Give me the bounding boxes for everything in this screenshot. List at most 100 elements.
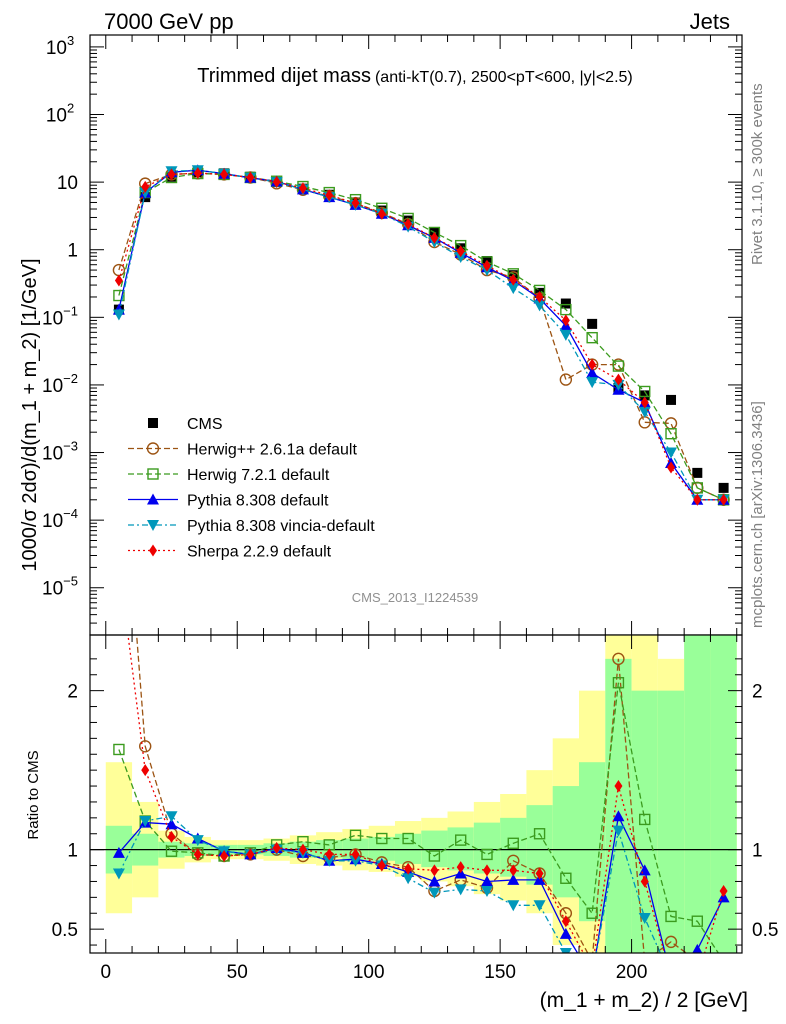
ratio-point xyxy=(349,855,362,867)
data-point xyxy=(456,245,465,258)
data-point xyxy=(114,274,123,287)
data-point xyxy=(639,390,650,401)
ratio-point xyxy=(402,832,414,845)
ratio-point xyxy=(112,868,125,880)
main-ylabel: 1000/σ 2dσ)/d(m_1 + m_2) [1/GeV] xyxy=(19,258,41,571)
ratio-point xyxy=(167,830,176,843)
data-point xyxy=(559,373,573,386)
data-point xyxy=(430,231,439,244)
data-point xyxy=(141,180,150,193)
data-point xyxy=(587,318,598,329)
ratio-point xyxy=(559,948,572,953)
data-point xyxy=(718,482,729,493)
data-point xyxy=(588,358,597,371)
ratio-point xyxy=(376,832,388,845)
ratio-point xyxy=(559,927,572,939)
ratio-point xyxy=(298,843,307,856)
ratio-point xyxy=(612,652,625,666)
ratio-point xyxy=(507,837,519,849)
ratio-point xyxy=(638,913,651,925)
ratio-plot: 0.5 0.5 1 1 2 2 0 50 100 150 200 xyxy=(52,35,778,983)
ratio-point xyxy=(612,677,625,689)
data-point xyxy=(586,367,599,379)
data-point xyxy=(325,189,334,202)
data-point xyxy=(167,168,176,181)
ratio-point xyxy=(667,971,675,983)
data-point xyxy=(639,385,651,398)
ratio-point xyxy=(428,875,441,887)
ratio-point xyxy=(115,557,123,569)
data-point xyxy=(404,218,413,231)
ratio-line-3 xyxy=(118,815,662,953)
ratio-plot-area xyxy=(90,557,742,983)
header-right: Jets xyxy=(690,9,730,34)
data-point xyxy=(586,377,599,389)
ratio-y-tick-label-right: 1 xyxy=(752,841,763,862)
x-tick-label: 0 xyxy=(100,962,111,983)
ratio-point xyxy=(509,864,518,877)
y-tick-label: 10−1 xyxy=(42,303,78,329)
uncertainty-band-green xyxy=(368,836,395,861)
ratio-point xyxy=(428,850,441,862)
ratio-point xyxy=(587,955,598,966)
x-tick-label: 50 xyxy=(227,962,248,983)
ratio-point xyxy=(640,875,649,888)
data-point xyxy=(112,309,125,321)
data-point xyxy=(298,182,307,195)
y-tick-label: 10−5 xyxy=(42,574,78,600)
ratio-point xyxy=(718,955,729,966)
ratio-point xyxy=(588,963,596,975)
ratio-point xyxy=(165,811,178,823)
ratio-point xyxy=(482,864,491,877)
ratio-point xyxy=(193,848,202,861)
data-point xyxy=(612,360,625,372)
data-point xyxy=(666,394,677,405)
ratio-point xyxy=(614,780,623,793)
data-point xyxy=(692,467,703,478)
ratio-point xyxy=(535,867,544,880)
ratio-point xyxy=(456,861,465,874)
data-point xyxy=(665,427,677,440)
ratio-point xyxy=(719,884,728,897)
legend-marker xyxy=(147,520,159,531)
data-point xyxy=(535,290,544,303)
y-tick-label: 1 xyxy=(67,241,78,262)
legend-marker xyxy=(147,493,159,505)
ratio-point xyxy=(691,915,704,927)
ratio-y-tick-label-right: 0.5 xyxy=(752,920,778,941)
legend-label: CMS xyxy=(187,416,223,433)
data-point xyxy=(560,298,571,309)
ratio-point xyxy=(480,875,493,887)
ratio-frame xyxy=(89,634,743,954)
main-plot-area xyxy=(112,164,730,506)
ratio-point xyxy=(719,956,729,966)
ratio-point xyxy=(430,864,439,877)
y-tick-label: 10 xyxy=(57,173,78,194)
y-tick-label: 10−4 xyxy=(42,506,78,532)
data-point xyxy=(691,482,704,494)
legend-label: Sherpa 2.2.9 default xyxy=(187,544,332,561)
ratio-point xyxy=(165,845,178,857)
data-point xyxy=(113,289,125,302)
data-point xyxy=(377,207,386,220)
ratio-point xyxy=(112,846,125,858)
data-point xyxy=(614,373,623,386)
ratio-point xyxy=(141,764,150,777)
ratio-point xyxy=(323,855,336,867)
y-tick-label: 102 xyxy=(46,101,74,127)
ratio-point xyxy=(718,972,730,983)
data-point xyxy=(561,314,570,327)
legend-label: Pythia 8.308 default xyxy=(187,493,329,510)
ratio-point xyxy=(664,935,678,949)
y-tick-label: 103 xyxy=(46,33,74,59)
data-point xyxy=(509,273,518,286)
ratio-point xyxy=(165,818,178,830)
data-point xyxy=(640,396,649,409)
ratio-point xyxy=(692,955,703,966)
legend-marker xyxy=(148,418,158,428)
legend-marker xyxy=(147,468,159,480)
ratio-point xyxy=(533,900,546,912)
data-point xyxy=(693,493,702,506)
main-plot: 10−5 10−4 10−3 10−2 10−1 1 10 102 103 Trimmed dij… xyxy=(42,33,743,636)
